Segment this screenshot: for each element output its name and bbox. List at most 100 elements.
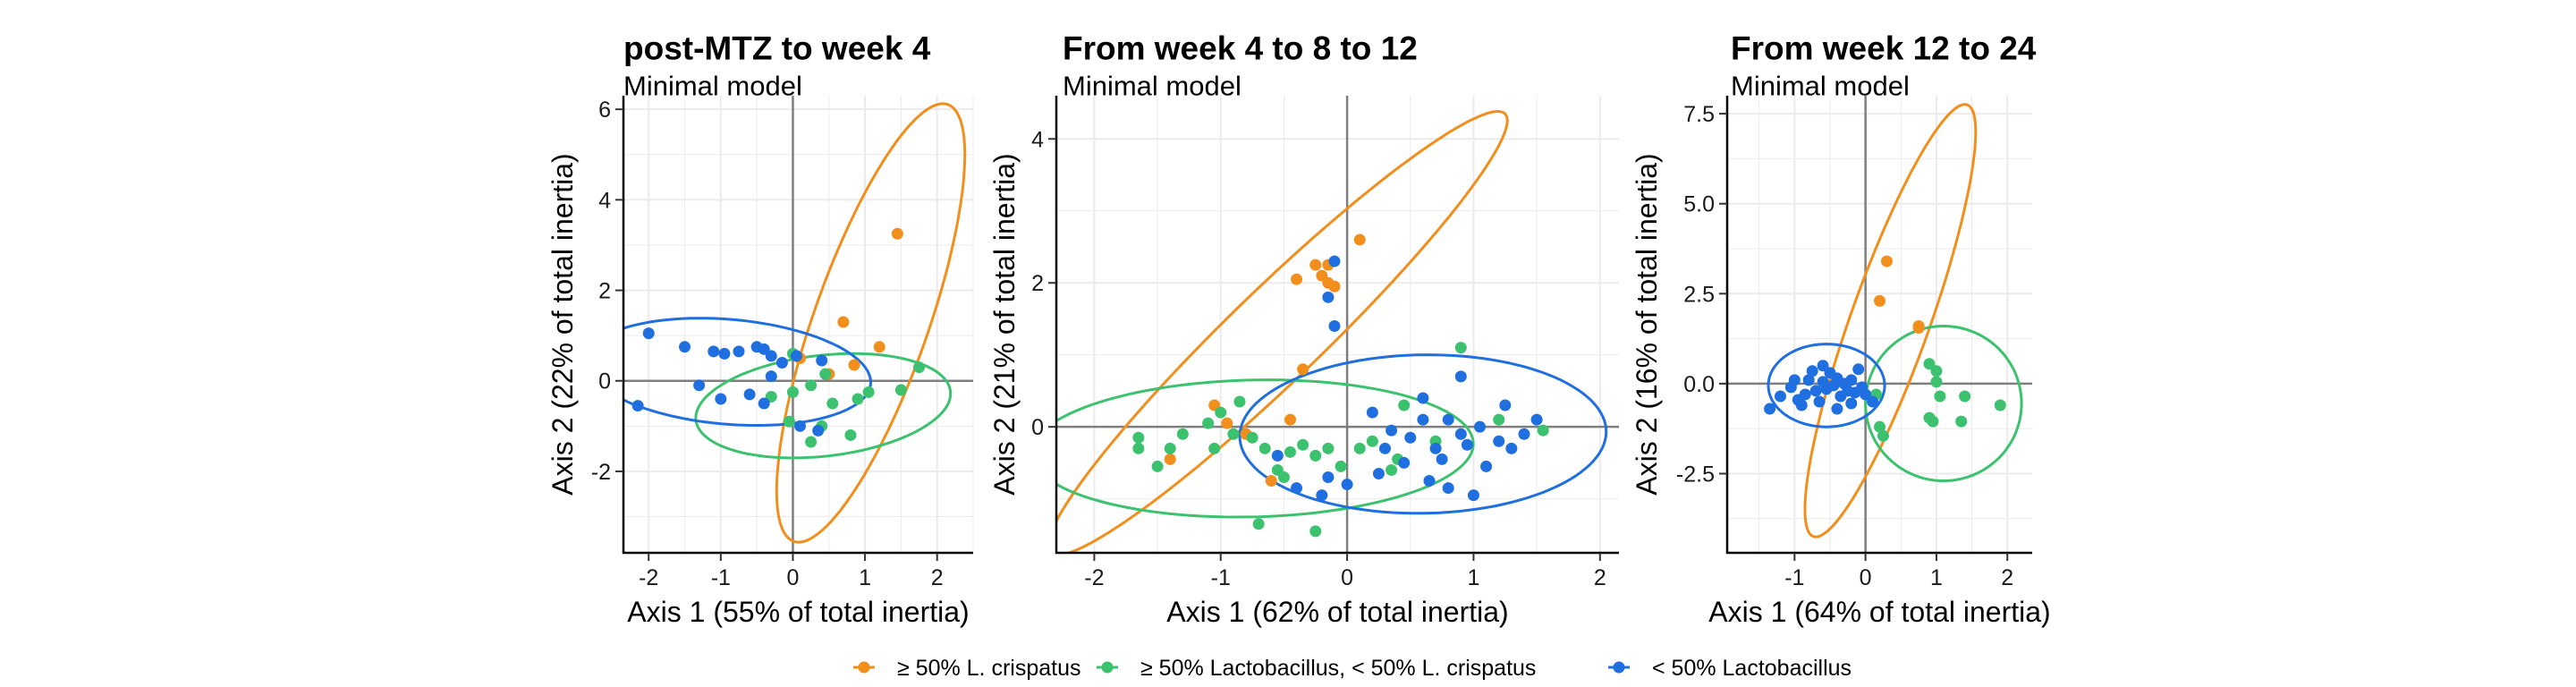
- point-low: [1366, 406, 1378, 419]
- point-low: [631, 400, 644, 412]
- y-tick-label: 6: [598, 98, 611, 123]
- point-low: [1852, 363, 1865, 376]
- point-lacto: [1151, 460, 1164, 472]
- x-tick-label: 2: [1594, 565, 1606, 590]
- y-tick-label: 7.5: [1683, 102, 1715, 127]
- point-low: [1499, 399, 1512, 411]
- legend-label: ≥ 50% L. crispatus: [897, 656, 1080, 681]
- point-low: [1493, 435, 1505, 447]
- point-lacto: [1215, 406, 1227, 419]
- point-crispatus: [1874, 294, 1885, 307]
- y-tick-label: 2.5: [1683, 282, 1715, 307]
- point-low: [775, 357, 788, 369]
- point-lacto: [786, 386, 799, 398]
- plot-area: [1056, 109, 1608, 553]
- point-low: [1379, 442, 1392, 454]
- point-low: [1799, 388, 1811, 401]
- point-low: [1398, 456, 1411, 469]
- y-axis-label: Axis 2 (22% of total inertia): [547, 153, 579, 495]
- point-low: [1461, 438, 1473, 451]
- point-lacto: [1176, 428, 1189, 440]
- chart-panel-2: From week 4 to 8 to 12 Minimal model -2 -1 0…: [988, 30, 1619, 628]
- point-low: [1322, 291, 1335, 303]
- point-low: [816, 354, 828, 367]
- point-low: [1530, 413, 1543, 426]
- point-lacto: [819, 368, 832, 380]
- point-lacto: [783, 415, 795, 428]
- legend-item-low: < 50% Lactobacillus: [1608, 656, 1852, 681]
- point-lacto: [1959, 390, 1971, 403]
- plot-area: [623, 102, 967, 544]
- ellipse-low: [1767, 343, 1886, 428]
- point-lacto: [1202, 417, 1215, 429]
- point-lacto: [1132, 442, 1145, 454]
- point-low: [1505, 442, 1518, 454]
- point-lacto: [1930, 365, 1943, 377]
- x-tick-label: 1: [1930, 565, 1943, 590]
- point-lacto: [1398, 399, 1411, 411]
- point-lacto: [1246, 431, 1258, 444]
- x-tick-label: -2: [1084, 565, 1104, 590]
- x-tick-label: 2: [2001, 565, 2013, 590]
- legend-label: < 50% Lactobacillus: [1652, 656, 1852, 681]
- point-low: [1474, 420, 1487, 433]
- y-axis-label: Axis 2 (21% of total inertia): [988, 153, 1021, 495]
- point-low: [790, 350, 802, 362]
- ellipse-crispatus: [775, 102, 967, 544]
- chart-subtitle: Minimal model: [623, 70, 802, 101]
- point-low: [1417, 392, 1429, 404]
- ellipse-lacto: [694, 352, 953, 460]
- point-low: [1442, 413, 1454, 426]
- point-crispatus: [1353, 233, 1366, 246]
- point-low: [642, 327, 655, 340]
- point-crispatus: [1309, 259, 1322, 271]
- x-tick-label: -1: [711, 565, 731, 590]
- point-crispatus: [1297, 363, 1309, 376]
- point-lacto: [844, 428, 857, 441]
- point-low: [1867, 395, 1879, 408]
- point-low: [1845, 397, 1858, 410]
- point-lacto: [1227, 428, 1240, 440]
- point-lacto: [1208, 442, 1221, 454]
- point-lacto: [1955, 415, 1968, 428]
- point-lacto: [1252, 518, 1265, 530]
- grid: [1727, 96, 2032, 553]
- x-tick-label: 0: [1341, 565, 1353, 590]
- x-tick-label: 1: [859, 565, 871, 590]
- point-crispatus: [1265, 475, 1277, 488]
- point-low: [1518, 428, 1530, 440]
- ellipse-crispatus: [1803, 103, 1978, 539]
- point-low: [1429, 442, 1442, 454]
- point-lacto: [1132, 431, 1145, 444]
- point-lacto: [1284, 445, 1296, 458]
- point-low: [715, 393, 727, 405]
- point-lacto: [913, 361, 926, 374]
- x-tick-label: -2: [639, 565, 658, 590]
- point-crispatus: [1291, 273, 1303, 285]
- point-lacto: [1927, 415, 1939, 428]
- point-lacto: [1277, 471, 1290, 484]
- point-low: [1795, 399, 1808, 411]
- point-lacto: [862, 386, 875, 398]
- point-lacto: [1537, 424, 1549, 437]
- point-crispatus: [891, 227, 903, 240]
- y-tick-label: 0: [598, 369, 611, 394]
- point-lacto: [1322, 442, 1335, 454]
- point-low: [1436, 453, 1448, 465]
- point-lacto: [1309, 525, 1322, 538]
- point-low: [693, 379, 706, 392]
- point-low: [1417, 413, 1429, 426]
- x-axis-label: Axis 1 (55% of total inertia): [627, 596, 969, 628]
- legend-key-dot: [1101, 661, 1114, 674]
- y-tick-label: -2.5: [1676, 462, 1715, 487]
- point-low: [1454, 428, 1467, 440]
- point-low: [1341, 479, 1353, 491]
- point-lacto: [1994, 399, 2006, 411]
- point-lacto: [805, 436, 818, 448]
- point-lacto: [826, 397, 839, 410]
- point-low: [1467, 489, 1479, 502]
- point-low: [743, 388, 756, 401]
- point-crispatus: [848, 359, 860, 371]
- point-lacto: [1353, 442, 1366, 454]
- point-low: [718, 347, 731, 360]
